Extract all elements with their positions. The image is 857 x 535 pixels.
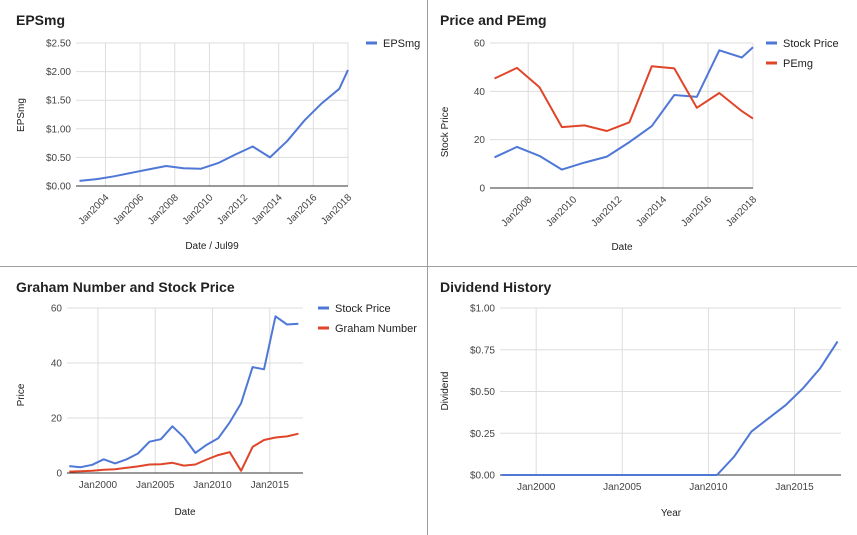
y-axis-label: Stock Price [440,106,451,157]
y-tick-label: 60 [51,304,63,315]
x-tick-label: Jan2008 [499,194,534,229]
x-tick-label: Jan2016 [285,192,320,227]
x-tick-label: Jan2010 [544,194,579,229]
y-axis-label: Dividend [440,372,451,411]
x-tick-label: Jan2004 [77,192,112,227]
x-tick-label: Jan2018 [724,194,759,229]
y-tick-label: $0.75 [470,345,495,356]
series-line [494,46,754,171]
series-line [69,432,299,473]
y-tick-label: $0.25 [470,429,495,440]
x-tick-label: Jan2015 [251,480,290,491]
chart-svg-graham-number: Graham Number and Stock Price 0 20 40 60 Jan2… [16,279,417,518]
y-tick-label: 20 [474,135,486,146]
x-axis-label: Year [661,508,682,519]
x-axis-label: Date / Jul99 [185,241,239,252]
x-tick-label: Jan2016 [679,194,714,229]
legend-label: Graham Number [335,323,417,335]
x-tick-label: Jan2014 [250,192,285,227]
y-tick-label: $2.50 [46,39,71,50]
chart-panel-graham-number: Graham Number and Stock Price 0 20 40 60 Jan2… [0,267,427,535]
y-tick-label: 40 [474,87,486,98]
x-tick-label: Jan2018 [319,192,354,227]
x-axis-label: Date [611,242,633,253]
x-tick-label: Jan2012 [589,194,624,229]
x-tick-label: Jan2010 [193,480,232,491]
y-tick-label: $1.50 [46,96,71,107]
y-axis-label: Price [16,383,27,406]
y-tick-label: 60 [474,39,486,50]
chart-panel-dividend-history: Dividend History $0.00 $0.25 $0.50 $0.75 $1.0… [428,267,857,535]
horizontal-divider [0,266,857,267]
legend-label: PEmg [783,58,813,70]
chart-panel-price-pemg: Price and PEmg 0 20 40 60 Jan2008 Jan2010 Jan20… [428,0,857,266]
chart-svg-price-pemg: Price and PEmg 0 20 40 60 Jan2008 Jan2010 Jan20… [440,12,839,253]
x-tick-label: Jan2012 [215,192,250,227]
x-axis-label: Date [174,507,196,518]
chart-panel-epsmg: EPSmg $0.00 $0.50 $1.00 $1.50 $2.00 $2.50 Jan20… [0,0,427,266]
x-tick-label: Jan2010 [181,192,216,227]
legend-label: EPSmg [383,38,420,50]
y-tick-label: $2.00 [46,67,71,78]
y-tick-label: $1.00 [46,124,71,135]
y-tick-label: $0.50 [470,387,495,398]
series-line [501,340,839,476]
x-tick-label: Jan2005 [136,480,175,491]
x-tick-label: Jan2008 [146,192,181,227]
y-tick-label: $0.00 [46,182,71,193]
x-tick-label: Jan2010 [689,482,728,493]
legend-label: Stock Price [335,303,391,315]
y-tick-label: 40 [51,359,63,370]
y-tick-label: 0 [56,469,62,480]
x-tick-label: Jan2000 [79,480,118,491]
y-tick-label: $0.00 [470,471,495,482]
y-axis-label: EPSmg [16,98,27,132]
vertical-divider [427,0,428,535]
chart-title: Dividend History [440,279,551,295]
series-line [494,65,754,132]
x-tick-label: Jan2000 [517,482,556,493]
chart-title: Graham Number and Stock Price [16,279,235,295]
series-line [79,69,349,182]
chart-title: Price and PEmg [440,12,547,28]
y-tick-label: $1.00 [470,304,495,315]
y-tick-label: 0 [479,184,485,195]
x-tick-label: Jan2005 [603,482,642,493]
x-tick-label: Jan2006 [111,192,146,227]
legend-label: Stock Price [783,38,839,50]
x-tick-label: Jan2014 [634,194,669,229]
chart-title: EPSmg [16,12,65,28]
x-tick-label: Jan2015 [775,482,814,493]
y-tick-label: $0.50 [46,153,71,164]
chart-svg-dividend-history: Dividend History $0.00 $0.25 $0.50 $0.75 $1.0… [440,279,841,519]
series-line [69,315,299,469]
y-tick-label: 20 [51,414,63,425]
chart-svg-epsmg: EPSmg $0.00 $0.50 $1.00 $1.50 $2.00 $2.50 Jan20… [16,12,420,252]
